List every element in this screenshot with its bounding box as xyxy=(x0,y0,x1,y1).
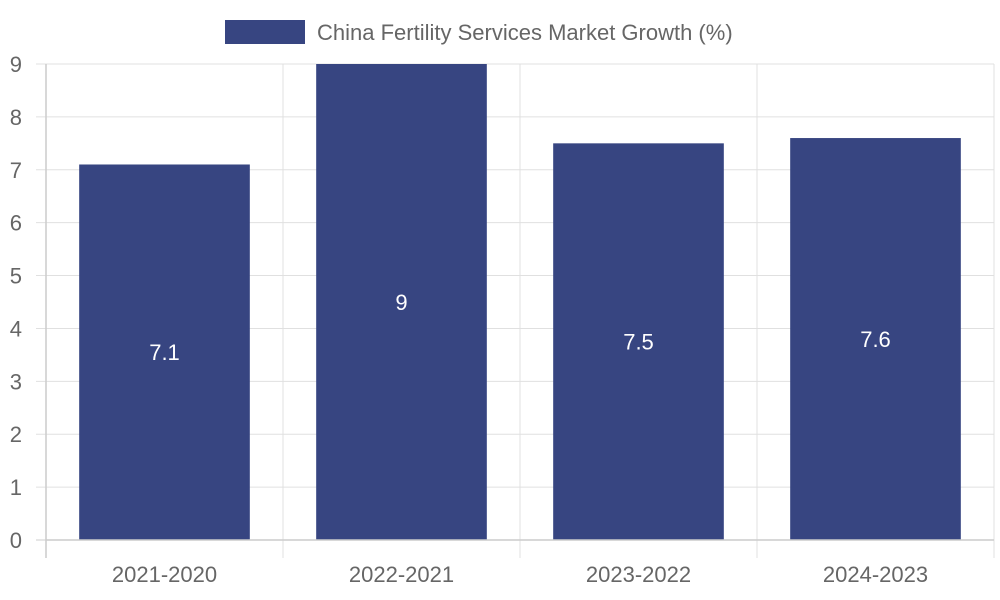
axis-layer: 0 1 2 3 4 5 6 7 8 9 2021-2020 2022-2021 2023-2022 202… xyxy=(10,52,994,587)
y-tick-label: 2 xyxy=(10,422,22,447)
data-label: 7.5 xyxy=(623,330,654,355)
y-tick-label: 7 xyxy=(10,158,22,183)
legend[interactable]: China Fertility Services Market Growth (… xyxy=(225,20,733,45)
legend-label[interactable]: China Fertility Services Market Growth (… xyxy=(317,20,733,45)
bar-layer xyxy=(79,64,961,541)
bar[interactable] xyxy=(316,64,487,540)
y-tick-label: 0 xyxy=(10,528,22,553)
y-tick-label: 3 xyxy=(10,369,22,394)
x-tick-label: 2024-2023 xyxy=(823,562,928,587)
y-tick-label: 5 xyxy=(10,264,22,289)
legend-swatch[interactable] xyxy=(225,20,305,44)
data-label: 7.6 xyxy=(860,327,891,352)
x-tick-label: 2022-2021 xyxy=(349,562,454,587)
data-label: 9 xyxy=(395,290,407,315)
y-tick-label: 9 xyxy=(10,52,22,77)
label-layer: 7.1 9 7.5 7.6 xyxy=(149,290,891,365)
y-tick-label: 6 xyxy=(10,211,22,236)
y-tick-label: 4 xyxy=(10,316,22,341)
y-tick-label: 8 xyxy=(10,105,22,130)
x-tick-label: 2023-2022 xyxy=(586,562,691,587)
x-tick-label: 2021-2020 xyxy=(112,562,217,587)
bar[interactable] xyxy=(553,143,724,541)
bar[interactable] xyxy=(79,164,250,540)
data-label: 7.1 xyxy=(149,340,180,365)
bar[interactable] xyxy=(790,138,961,541)
y-tick-label: 1 xyxy=(10,475,22,500)
